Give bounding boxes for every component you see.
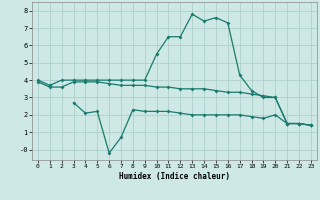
X-axis label: Humidex (Indice chaleur): Humidex (Indice chaleur) bbox=[119, 172, 230, 181]
